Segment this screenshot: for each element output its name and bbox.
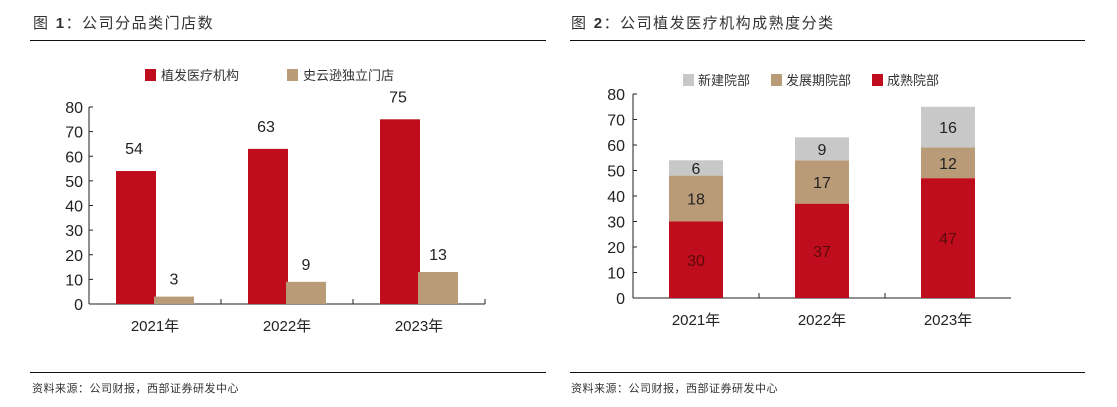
figure-2-title: 图 2：公司植发医疗机构成熟度分类 bbox=[571, 12, 835, 33]
bar-store bbox=[418, 271, 458, 304]
y-tick-label: 50 bbox=[607, 164, 625, 181]
data-label: 3 bbox=[170, 272, 179, 289]
figure-2-bottom-rule bbox=[570, 372, 1085, 373]
legend-label-2: 发展期院部 bbox=[786, 73, 851, 89]
segment-new bbox=[669, 160, 723, 176]
data-label: 37 bbox=[813, 244, 831, 261]
data-label: 18 bbox=[687, 192, 705, 209]
segment-mature bbox=[921, 178, 975, 298]
segment-mature bbox=[795, 203, 849, 298]
figure-1-number: 1 bbox=[55, 15, 66, 32]
x-tick-label: 2023年 bbox=[924, 312, 972, 329]
figure-2-title-prefix: 图 bbox=[571, 14, 594, 32]
data-label: 63 bbox=[257, 119, 275, 136]
segment-developing bbox=[669, 175, 723, 222]
figure-2-source: 资料来源：公司财报，西部证券研发中心 bbox=[571, 382, 778, 395]
data-label: 47 bbox=[939, 231, 957, 248]
y-tick-label: 70 bbox=[607, 113, 625, 130]
segment-developing bbox=[795, 160, 849, 204]
x-tick-label: 2023年 bbox=[395, 318, 443, 335]
data-label: 6 bbox=[692, 161, 701, 178]
legend-swatch-2 bbox=[771, 74, 782, 86]
figure-1-title-prefix: 图 bbox=[33, 14, 56, 32]
y-tick-label: 80 bbox=[607, 87, 625, 104]
y-tick-label: 10 bbox=[65, 272, 83, 289]
data-label: 12 bbox=[939, 156, 957, 173]
y-tick-label: 60 bbox=[65, 149, 83, 166]
legend-label-3: 成熟院部 bbox=[887, 73, 939, 89]
legend-label-1: 植发医疗机构 bbox=[161, 68, 239, 84]
x-tick-label: 2021年 bbox=[672, 312, 720, 329]
y-tick-label: 80 bbox=[65, 100, 83, 117]
data-label: 54 bbox=[125, 141, 143, 158]
figure-2-number: 2 bbox=[593, 15, 604, 32]
x-tick-label: 2022年 bbox=[263, 318, 311, 335]
y-tick-label: 0 bbox=[616, 291, 625, 308]
y-tick-label: 0 bbox=[74, 297, 83, 314]
data-label: 9 bbox=[818, 142, 827, 159]
y-tick-label: 40 bbox=[607, 189, 625, 206]
figure-2-top-rule bbox=[570, 40, 1085, 41]
figure-1-bottom-rule bbox=[30, 372, 546, 373]
data-label: 30 bbox=[687, 253, 705, 270]
segment-developing bbox=[921, 147, 975, 179]
y-tick-label: 20 bbox=[65, 248, 83, 265]
bar-clinic bbox=[116, 171, 156, 304]
legend-swatch-3 bbox=[872, 74, 883, 86]
y-tick-label: 30 bbox=[65, 223, 83, 240]
data-label: 17 bbox=[813, 175, 831, 192]
bar-store bbox=[286, 281, 326, 304]
bar-clinic bbox=[380, 119, 420, 304]
segment-new bbox=[921, 106, 975, 148]
figure-1-source: 资料来源：公司财报，西部证券研发中心 bbox=[32, 382, 239, 395]
segment-new bbox=[795, 137, 849, 161]
data-label: 75 bbox=[389, 89, 407, 106]
legend-swatch-1 bbox=[145, 69, 156, 81]
figure-1-top-rule bbox=[30, 40, 546, 41]
legend-label-1: 新建院部 bbox=[698, 73, 750, 89]
bar-store bbox=[154, 296, 194, 304]
y-tick-label: 40 bbox=[65, 199, 83, 216]
x-tick-label: 2022年 bbox=[798, 312, 846, 329]
y-tick-label: 70 bbox=[65, 125, 83, 142]
data-label: 16 bbox=[939, 120, 957, 137]
figure-2-title-text: ：公司植发医疗机构成熟度分类 bbox=[603, 14, 835, 32]
segment-mature bbox=[669, 221, 723, 298]
y-tick-label: 60 bbox=[607, 138, 625, 155]
chart-2: 新建院部 发展期院部 成熟院部 0 10 20 30 40 50 60 70 80 2021年 2022年… bbox=[607, 73, 1011, 329]
x-tick-label: 2021年 bbox=[131, 318, 179, 335]
legend-swatch-1 bbox=[683, 74, 694, 86]
legend-label-2: 史云逊独立门店 bbox=[303, 69, 394, 84]
y-tick-label: 10 bbox=[607, 266, 625, 283]
figure-1-title: 图 1：公司分品类门店数 bbox=[33, 12, 214, 33]
chart-1: 植发医疗机构 史云逊独立门店 0 10 20 30 40 50 60 70 80 2021年 2022年… bbox=[65, 68, 486, 335]
data-label: 13 bbox=[429, 247, 447, 264]
figure-1-title-text: ：公司分品类门店数 bbox=[65, 14, 215, 32]
bar-clinic bbox=[248, 148, 288, 304]
y-tick-label: 30 bbox=[607, 215, 625, 232]
legend-swatch-2 bbox=[287, 69, 298, 81]
y-tick-label: 50 bbox=[65, 174, 83, 191]
data-label: 9 bbox=[302, 257, 311, 274]
y-tick-label: 20 bbox=[607, 240, 625, 257]
